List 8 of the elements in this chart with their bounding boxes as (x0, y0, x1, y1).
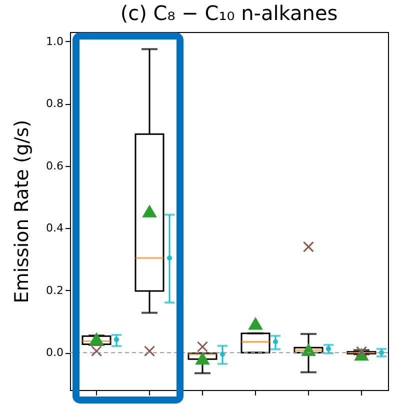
y-tick-label: 0.4 (46, 222, 64, 235)
y-axis-title: Emission Rate (g/s) (11, 120, 34, 304)
y-tick-label: 0.8 (46, 97, 64, 110)
y-tick-label: 0.0 (46, 346, 64, 360)
y-tick-label: 0.6 (46, 159, 64, 172)
y-tick-label: 1.0 (46, 34, 64, 48)
y-tick-label: 0.2 (46, 284, 64, 297)
chart-title: (c) C₈ − C₁₀ n-alkanes (120, 1, 338, 25)
